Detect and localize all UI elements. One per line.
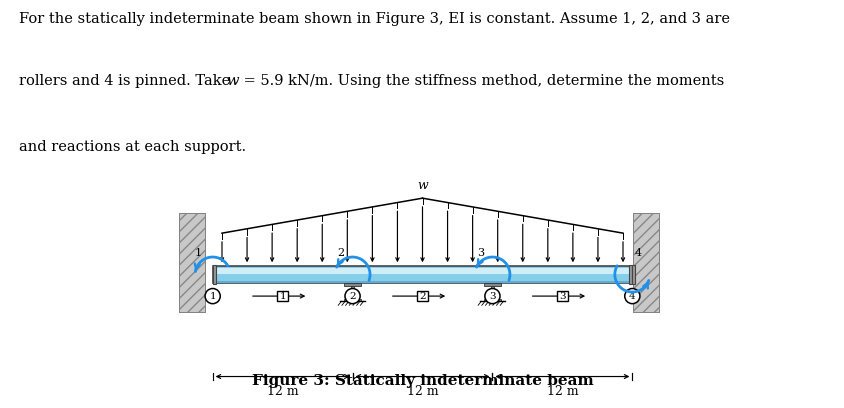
Bar xyxy=(213,265,215,284)
Bar xyxy=(629,265,631,284)
Text: 2: 2 xyxy=(349,292,355,301)
Bar xyxy=(633,213,658,313)
Text: 2: 2 xyxy=(337,248,344,258)
Text: Figure 3: Statically indeterminate beam: Figure 3: Statically indeterminate beam xyxy=(252,375,592,388)
Bar xyxy=(483,283,500,286)
Text: 1: 1 xyxy=(195,248,202,258)
Bar xyxy=(213,266,631,283)
Text: = 5.9 kN/m. Using the stiffness method, determine the moments: = 5.9 kN/m. Using the stiffness method, … xyxy=(239,74,723,89)
Bar xyxy=(179,213,204,313)
Bar xyxy=(344,283,361,286)
Circle shape xyxy=(344,288,360,304)
Text: 3: 3 xyxy=(489,292,495,301)
Bar xyxy=(490,286,493,299)
Bar xyxy=(179,213,204,313)
Bar xyxy=(483,299,500,301)
Text: 4: 4 xyxy=(628,292,635,301)
Text: rollers and 4 is pinned. Take: rollers and 4 is pinned. Take xyxy=(19,74,234,89)
Text: 3: 3 xyxy=(559,292,565,301)
Circle shape xyxy=(205,288,220,304)
Text: For the statically indeterminate beam shown in Figure 3, EI is constant. Assume : For the statically indeterminate beam sh… xyxy=(19,12,728,27)
Circle shape xyxy=(624,288,639,304)
Text: 12 m: 12 m xyxy=(406,385,438,398)
Bar xyxy=(631,265,635,284)
Text: and reactions at each support.: and reactions at each support. xyxy=(19,140,246,153)
Text: 12 m: 12 m xyxy=(546,385,577,398)
Text: 4: 4 xyxy=(634,248,641,258)
Bar xyxy=(351,286,354,299)
Bar xyxy=(556,291,567,301)
Bar xyxy=(633,213,658,313)
Text: w: w xyxy=(417,180,427,192)
Bar xyxy=(213,281,631,283)
Text: 12 m: 12 m xyxy=(267,385,298,398)
Text: 1: 1 xyxy=(279,292,285,301)
Text: 2: 2 xyxy=(419,292,425,301)
Text: 1: 1 xyxy=(209,292,216,301)
Circle shape xyxy=(484,288,500,304)
Bar xyxy=(213,268,631,274)
Bar xyxy=(416,291,428,301)
Text: w: w xyxy=(226,74,239,89)
Bar xyxy=(344,299,361,301)
Bar xyxy=(277,291,288,301)
Text: 3: 3 xyxy=(477,248,484,258)
